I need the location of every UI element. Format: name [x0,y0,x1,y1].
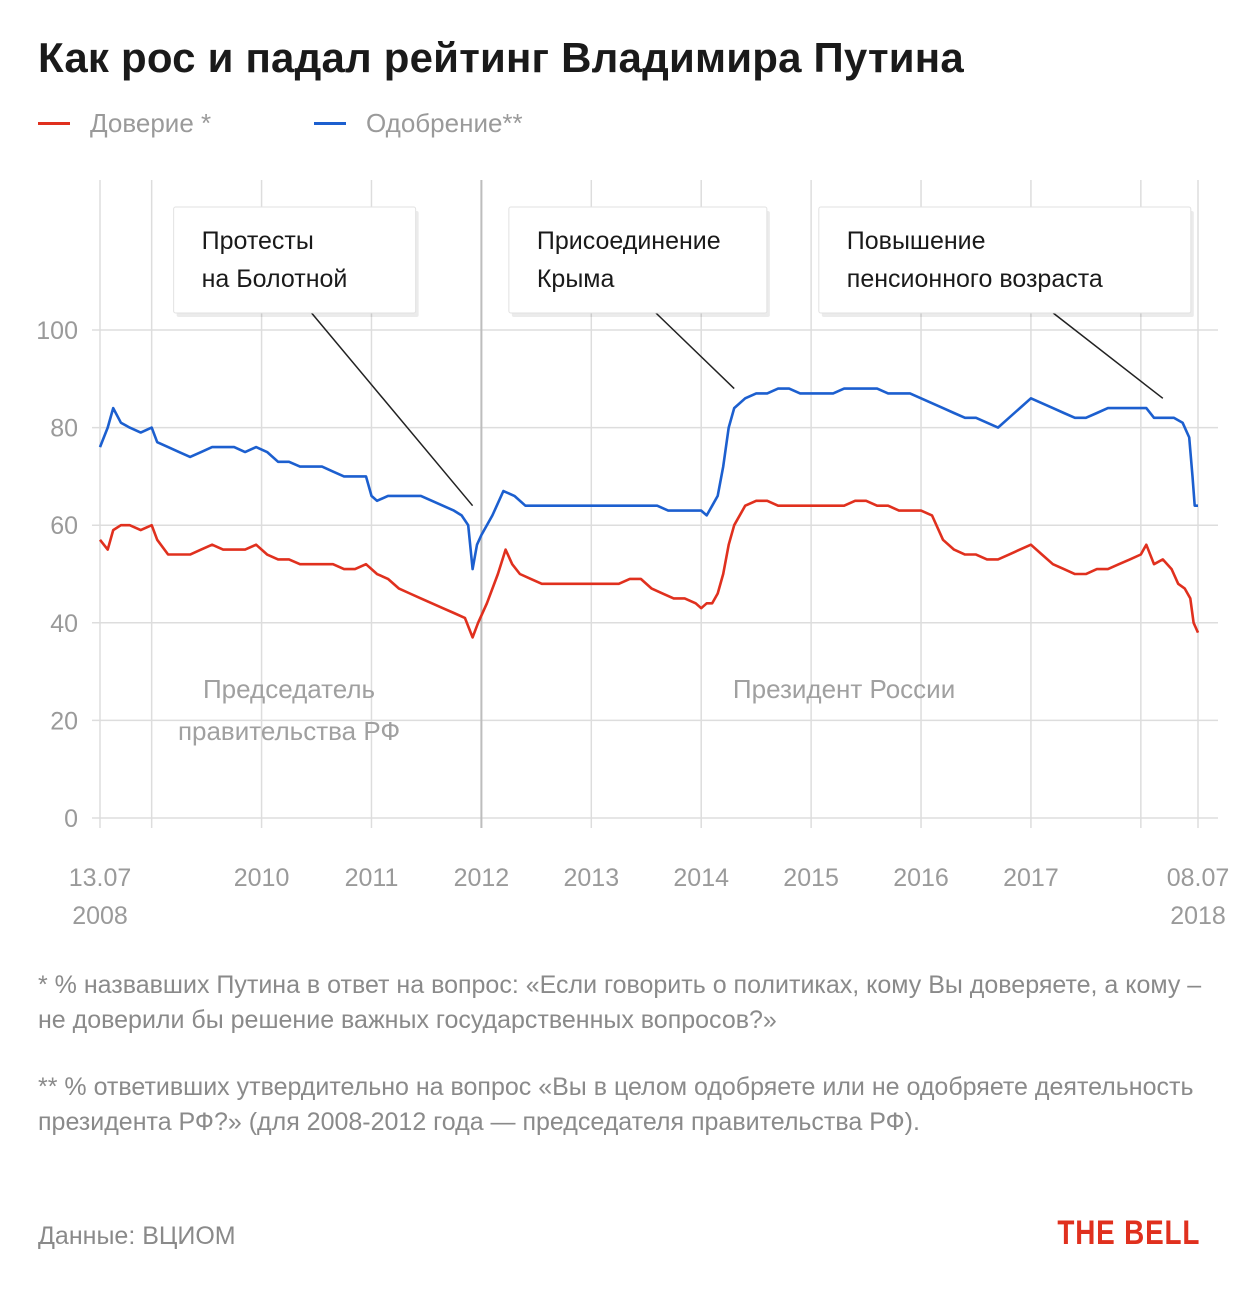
annotation-text-1-0: Присоединение [537,227,721,255]
period-label-0-0: Председатель [203,674,375,704]
y-tick-label-80: 80 [50,415,78,443]
chart-title: Как рос и падал рейтинг Владимира Путина [38,34,964,81]
period-label-1-0: Президент России [733,674,955,704]
series-line-approval [98,387,1198,571]
annotation-text-2-1: пенсионного возраста [847,265,1103,293]
legend-label-approval: Одобрение** [366,108,523,138]
x-tick-label-6: 2015 [783,864,839,892]
y-tick-label-100: 100 [36,317,78,345]
annotation-text-0-0: Протесты [202,227,314,255]
x-tick-label-3: 2012 [454,864,510,892]
footnote-trust: * % назвавших Путина в ответ на вопрос: … [38,971,1202,1034]
x-tick-label-0: 13.07 [69,864,132,892]
legend-label-trust: Доверие * [90,108,212,138]
x-tick-sublabel-9: 2018 [1170,902,1226,930]
y-tick-label-0: 0 [64,805,78,833]
annotation-box-2 [818,206,1192,314]
annotation-text-1-1: Крыма [537,265,615,293]
legend-item-approval: Одобрение** [314,108,523,139]
x-tick-label-9: 08.07 [1167,864,1230,892]
brand-logo: THE BELL [1057,1214,1200,1252]
annotation-box-0 [173,206,417,314]
x-tick-label-5: 2014 [673,864,729,892]
x-tick-label-8: 2017 [1003,864,1059,892]
x-tick-label-4: 2013 [563,864,619,892]
line-chart: 0 20 40 60 80 100 13.07 2008 2010 2011 2012 2013 201… [36,180,1230,930]
annotation-leader-1 [655,312,735,390]
x-tick-label-2: 2011 [345,864,399,892]
series-line-trust [98,499,1200,639]
x-tick-sublabel-0: 2008 [72,902,128,930]
annotation-text-0-1: на Болотной [202,265,348,293]
data-source: Данные: ВЦИОМ [38,1222,236,1250]
legend-swatch-trust [38,122,70,125]
x-tick-label-7: 2016 [893,864,949,892]
period-label-0-1: правительства РФ [178,716,400,746]
annotation-box-1 [508,206,768,314]
annotation-leader-2 [1052,312,1164,399]
y-tick-label-40: 40 [50,610,78,638]
annotation-text-2-0: Повышение [847,227,986,255]
y-tick-label-20: 20 [50,707,78,735]
x-tick-label-1: 2010 [234,864,290,892]
legend-swatch-approval [314,122,346,125]
annotation-leader-0 [311,312,474,507]
y-tick-label-60: 60 [50,512,78,540]
legend-item-trust: Доверие * [38,108,211,139]
footnote-approval: ** % ответивших утвердительно на вопрос … [38,1073,1194,1136]
